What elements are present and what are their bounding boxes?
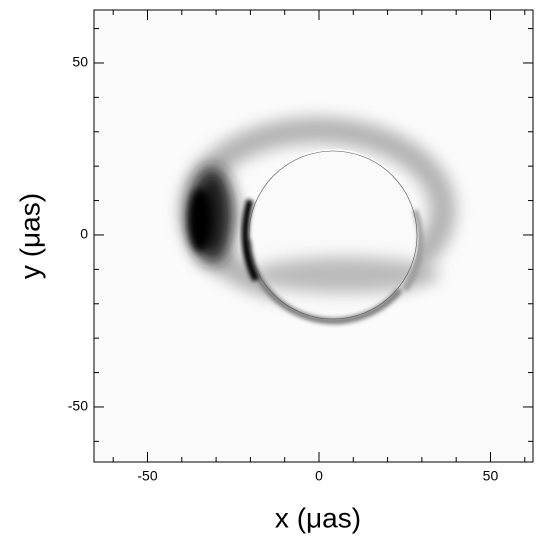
x-tick-label: 0 xyxy=(315,468,323,484)
x-axis-label: x (μas) xyxy=(275,502,361,533)
y-tick-label: 0 xyxy=(80,226,88,242)
y-tick-label: 50 xyxy=(72,54,88,70)
x-tick-label: 50 xyxy=(483,468,499,484)
plot-frame xyxy=(93,9,534,463)
intensity-image xyxy=(94,10,533,462)
x-tick-label: -50 xyxy=(137,468,157,484)
y-axis-label: y (μas) xyxy=(14,193,45,279)
y-tick-label: -50 xyxy=(68,398,88,414)
